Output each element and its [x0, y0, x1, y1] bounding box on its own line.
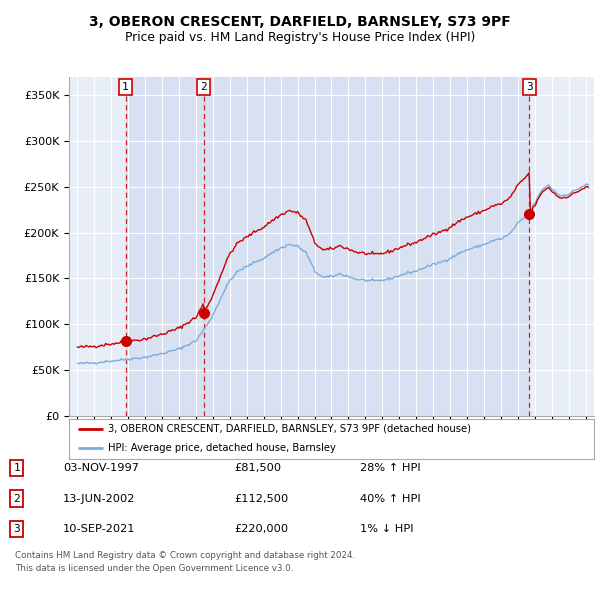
- Text: Contains HM Land Registry data © Crown copyright and database right 2024.: Contains HM Land Registry data © Crown c…: [15, 552, 355, 560]
- Text: 3, OBERON CRESCENT, DARFIELD, BARNSLEY, S73 9PF: 3, OBERON CRESCENT, DARFIELD, BARNSLEY, …: [89, 15, 511, 29]
- Text: 2: 2: [200, 82, 207, 92]
- Text: Price paid vs. HM Land Registry's House Price Index (HPI): Price paid vs. HM Land Registry's House …: [125, 31, 475, 44]
- Bar: [203, 77, 529, 416]
- Text: 40% ↑ HPI: 40% ↑ HPI: [360, 494, 421, 503]
- Text: 10-SEP-2021: 10-SEP-2021: [63, 525, 136, 534]
- Text: 13-JUN-2002: 13-JUN-2002: [63, 494, 136, 503]
- Text: £81,500: £81,500: [234, 463, 281, 473]
- Text: 1: 1: [122, 82, 129, 92]
- Text: 2: 2: [13, 494, 20, 503]
- Text: 3: 3: [13, 525, 20, 534]
- Text: 3, OBERON CRESCENT, DARFIELD, BARNSLEY, S73 9PF (detached house): 3, OBERON CRESCENT, DARFIELD, BARNSLEY, …: [109, 424, 472, 434]
- Text: 28% ↑ HPI: 28% ↑ HPI: [360, 463, 421, 473]
- Text: This data is licensed under the Open Government Licence v3.0.: This data is licensed under the Open Gov…: [15, 565, 293, 573]
- Text: 1: 1: [13, 463, 20, 473]
- Text: 03-NOV-1997: 03-NOV-1997: [63, 463, 139, 473]
- Text: 3: 3: [526, 82, 533, 92]
- Text: 1% ↓ HPI: 1% ↓ HPI: [360, 525, 413, 534]
- Text: £112,500: £112,500: [234, 494, 288, 503]
- Text: £220,000: £220,000: [234, 525, 288, 534]
- Bar: [125, 77, 203, 416]
- Text: HPI: Average price, detached house, Barnsley: HPI: Average price, detached house, Barn…: [109, 443, 336, 453]
